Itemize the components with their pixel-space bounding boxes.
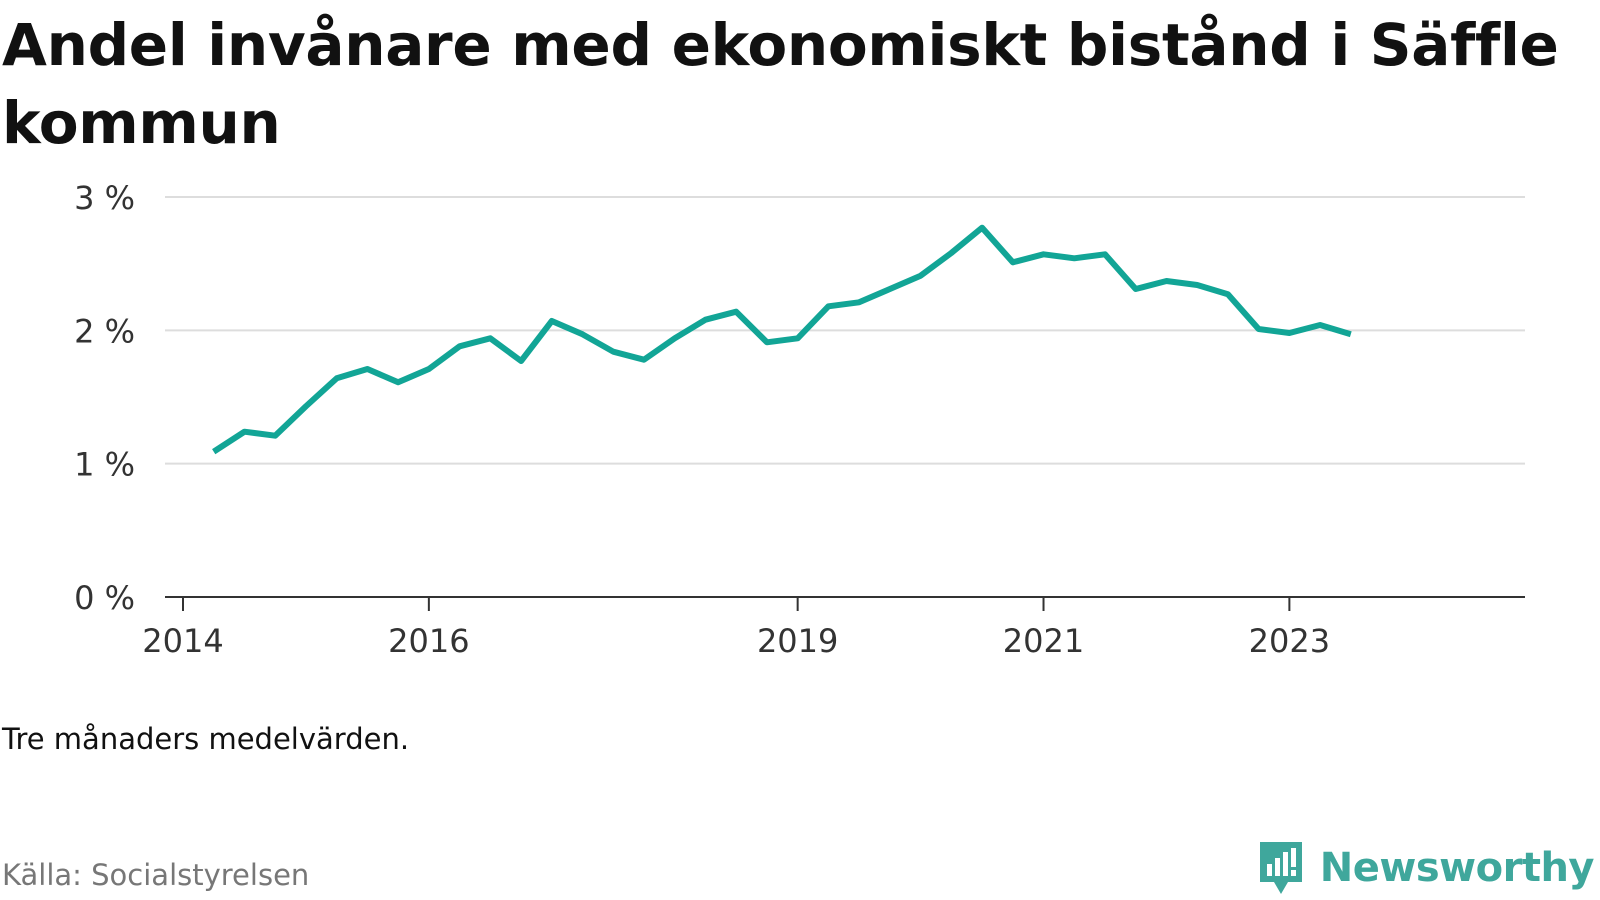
brand-name: Newsworthy xyxy=(1319,845,1595,891)
y-tick-label: 3 % xyxy=(74,179,135,217)
chart-note: Tre månaders medelvärden. xyxy=(2,722,410,756)
x-axis: 2014 2016 2019 2021 2023 xyxy=(142,596,1525,660)
x-tick-label: 2023 xyxy=(1249,622,1330,660)
x-tick-label: 2014 xyxy=(142,622,223,660)
newsworthy-logo-icon xyxy=(1259,842,1302,894)
brand-logo: Newsworthy xyxy=(1256,838,1595,898)
x-tick-label: 2016 xyxy=(388,622,469,660)
y-tick-label: 0 % xyxy=(74,579,135,617)
y-tick-label: 1 % xyxy=(74,446,135,484)
gridlines xyxy=(165,196,1525,465)
line-chart: 0 % 1 % 2 % 3 % 2014 2016 2019 2021 2023 xyxy=(74,179,1525,660)
series-group xyxy=(212,224,1352,455)
y-axis: 0 % 1 % 2 % 3 % xyxy=(74,179,135,617)
y-tick-label: 2 % xyxy=(74,312,135,350)
x-tick-label: 2021 xyxy=(1003,622,1084,660)
series-line xyxy=(212,224,1352,455)
source-label: Källa: Socialstyrelsen xyxy=(2,858,310,892)
x-tick-label: 2019 xyxy=(757,622,838,660)
chart-title: Andel invånare med ekonomiskt bistånd i … xyxy=(2,11,1559,157)
